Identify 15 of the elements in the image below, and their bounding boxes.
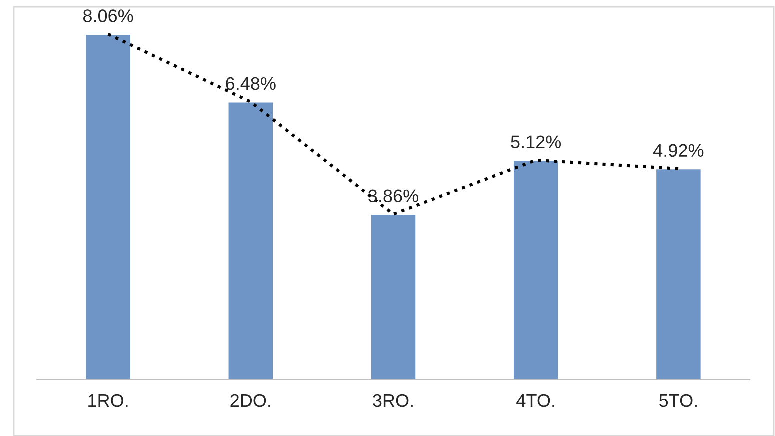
- data-label: 3.86%: [368, 190, 418, 203]
- x-tick-label: 3RO.: [373, 394, 413, 408]
- x-tick-label: 2DO.: [230, 394, 270, 408]
- data-label: 8.06%: [83, 10, 134, 22]
- bar: [84, 34, 132, 380]
- x-tick-label: 1RO.: [88, 394, 128, 408]
- bar: [227, 101, 274, 380]
- x-tick-label: 4TO.: [516, 394, 554, 408]
- data-label: 6.48%: [226, 77, 276, 90]
- x-tick-label: 5TO.: [660, 394, 697, 408]
- bar: [655, 168, 702, 380]
- bar: [512, 160, 560, 380]
- data-label: 5.12%: [511, 136, 562, 148]
- bar: [370, 214, 418, 380]
- data-label: 4.92%: [654, 144, 704, 158]
